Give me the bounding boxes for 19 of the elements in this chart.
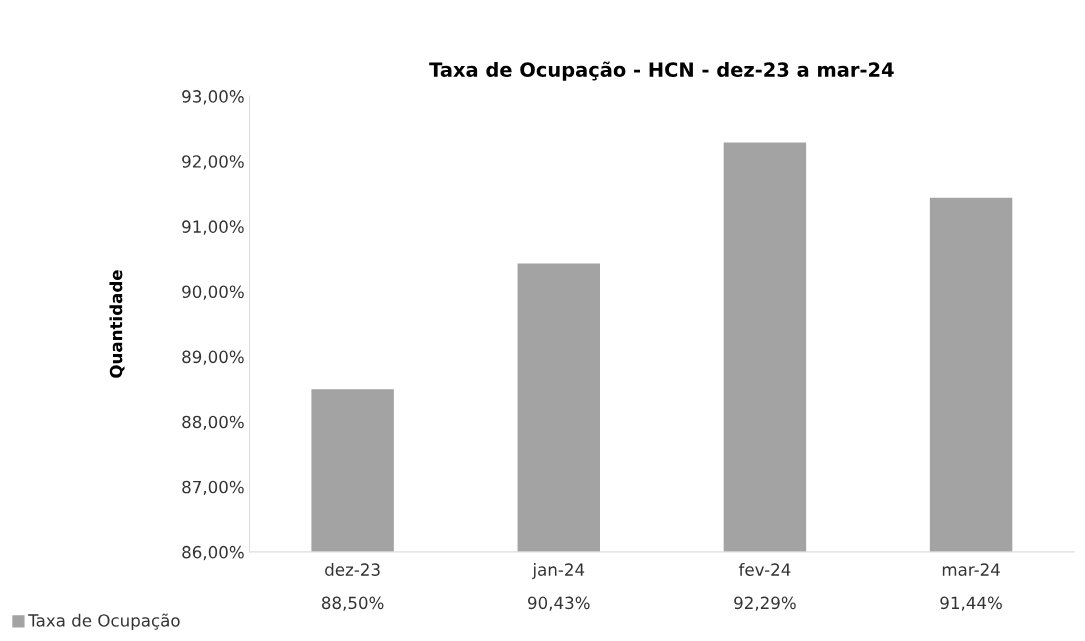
y-tick-label: 86,00% xyxy=(182,545,244,561)
y-tick-label: 88,00% xyxy=(182,415,244,430)
x-tick-label: jan-24 xyxy=(532,563,585,580)
y-tick-label: 93,00% xyxy=(182,90,244,105)
data-label: 90,43% xyxy=(528,596,590,611)
data-label: 88,50% xyxy=(321,596,384,611)
x-tick-label: fev-24 xyxy=(738,563,791,576)
data-label: 92,29% xyxy=(734,596,796,611)
x-tick-label: dez-23 xyxy=(325,563,380,576)
y-axis-title: Quantidade xyxy=(109,270,125,378)
x-tick-label: mar-24 xyxy=(942,563,1000,576)
chart-title: Taxa de Ocupação - HCN - dez-23 a mar-24 xyxy=(429,61,894,81)
data-label: 91,44% xyxy=(940,596,1002,611)
y-tick-label: 89,00% xyxy=(182,350,244,365)
y-tick-label: 87,00% xyxy=(182,480,244,496)
y-tick-label: 90,00% xyxy=(182,285,244,300)
y-tick-label: 92,00% xyxy=(182,155,244,170)
y-tick-label: 91,00% xyxy=(182,220,244,235)
legend-label: Taxa de Ocupação xyxy=(28,613,180,630)
